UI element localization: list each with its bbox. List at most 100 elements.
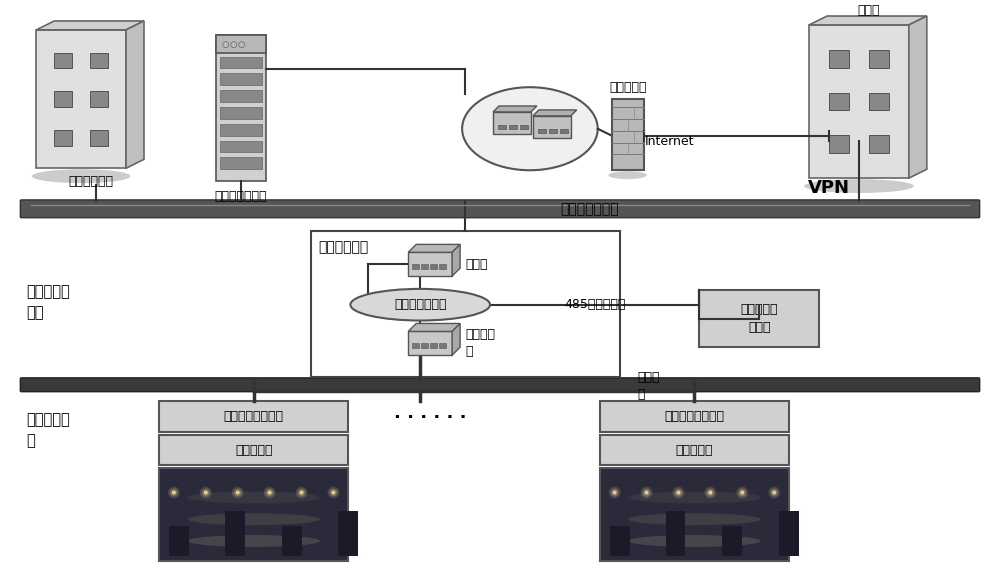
Circle shape: [609, 487, 621, 498]
Bar: [612, 99, 644, 170]
Circle shape: [611, 488, 619, 497]
Text: 新增传感器: 新增传感器: [676, 444, 713, 456]
Circle shape: [300, 491, 304, 495]
Circle shape: [740, 491, 744, 495]
Circle shape: [168, 487, 180, 498]
Text: 新增传感器: 新增传感器: [235, 444, 272, 456]
Bar: [220, 107, 262, 119]
Ellipse shape: [32, 169, 131, 183]
Text: 成压厂: 成压厂: [858, 4, 880, 17]
Bar: [159, 468, 348, 561]
Bar: [699, 290, 819, 347]
Text: · · · · · ·: · · · · · ·: [394, 409, 466, 428]
Bar: [549, 129, 557, 133]
Circle shape: [202, 488, 210, 497]
Bar: [430, 264, 437, 269]
Text: 现场数采器防爆箱: 现场数采器防爆箱: [664, 410, 724, 423]
Ellipse shape: [350, 289, 490, 320]
Bar: [408, 253, 452, 276]
Polygon shape: [493, 106, 537, 112]
Bar: [869, 92, 889, 110]
Bar: [311, 231, 620, 377]
Bar: [408, 331, 452, 355]
Circle shape: [641, 487, 653, 498]
Bar: [869, 50, 889, 68]
Circle shape: [643, 488, 651, 497]
Circle shape: [331, 491, 335, 495]
Circle shape: [645, 491, 649, 495]
Circle shape: [770, 488, 778, 497]
Ellipse shape: [628, 491, 761, 503]
Bar: [722, 526, 742, 556]
Circle shape: [204, 491, 208, 495]
Circle shape: [231, 42, 237, 48]
Text: 现场危险区
域: 现场危险区 域: [26, 412, 70, 448]
Bar: [216, 35, 266, 181]
Bar: [560, 129, 568, 133]
Text: 光纤传
输: 光纤传 输: [638, 371, 660, 401]
Bar: [220, 157, 262, 169]
Text: 485通讯工艺量: 485通讯工艺量: [565, 298, 626, 311]
Circle shape: [329, 488, 337, 497]
Ellipse shape: [462, 87, 598, 170]
Bar: [610, 526, 630, 556]
Circle shape: [264, 487, 276, 498]
Text: 光纤收发
器: 光纤收发 器: [465, 328, 495, 358]
Text: 在线监测机柜: 在线监测机柜: [319, 241, 369, 254]
Circle shape: [738, 488, 746, 497]
Bar: [493, 112, 531, 134]
Text: 企业通信服务器: 企业通信服务器: [214, 190, 267, 203]
Text: 现场数采器防爆箱: 现场数采器防爆箱: [224, 410, 284, 423]
FancyBboxPatch shape: [20, 200, 980, 218]
Polygon shape: [408, 245, 460, 253]
Circle shape: [772, 491, 776, 495]
Bar: [533, 116, 571, 138]
Circle shape: [239, 42, 245, 48]
Bar: [159, 401, 348, 432]
Circle shape: [172, 491, 176, 495]
Bar: [216, 35, 266, 53]
Bar: [159, 435, 348, 465]
Text: 公司诊断中心: 公司诊断中心: [69, 175, 114, 188]
Circle shape: [298, 488, 306, 497]
Bar: [829, 50, 849, 68]
Bar: [869, 135, 889, 153]
Text: 机组自有控
制系统: 机组自有控 制系统: [741, 303, 778, 334]
Ellipse shape: [187, 535, 320, 547]
Circle shape: [768, 487, 780, 498]
Bar: [538, 129, 546, 133]
Circle shape: [327, 487, 339, 498]
Circle shape: [200, 487, 212, 498]
Bar: [829, 92, 849, 110]
Circle shape: [677, 491, 680, 495]
Ellipse shape: [628, 535, 761, 547]
FancyBboxPatch shape: [20, 378, 980, 391]
Circle shape: [736, 487, 748, 498]
Bar: [412, 264, 419, 269]
Bar: [36, 30, 126, 168]
Bar: [54, 130, 72, 146]
Bar: [520, 125, 528, 129]
Polygon shape: [452, 245, 460, 276]
Polygon shape: [533, 110, 577, 116]
Circle shape: [234, 488, 242, 497]
Text: 企业防火墙: 企业防火墙: [610, 81, 647, 94]
Ellipse shape: [608, 171, 647, 179]
Bar: [498, 125, 506, 129]
Bar: [600, 468, 789, 561]
Circle shape: [706, 488, 714, 497]
Bar: [779, 511, 799, 556]
Bar: [220, 57, 262, 68]
Bar: [169, 526, 189, 556]
Circle shape: [170, 488, 178, 497]
Bar: [430, 343, 437, 348]
Circle shape: [232, 487, 244, 498]
Bar: [439, 264, 446, 269]
Circle shape: [673, 487, 684, 498]
Bar: [412, 343, 419, 348]
Ellipse shape: [804, 179, 914, 193]
Circle shape: [223, 42, 229, 48]
Bar: [54, 91, 72, 107]
Bar: [809, 25, 909, 178]
Circle shape: [268, 491, 272, 495]
